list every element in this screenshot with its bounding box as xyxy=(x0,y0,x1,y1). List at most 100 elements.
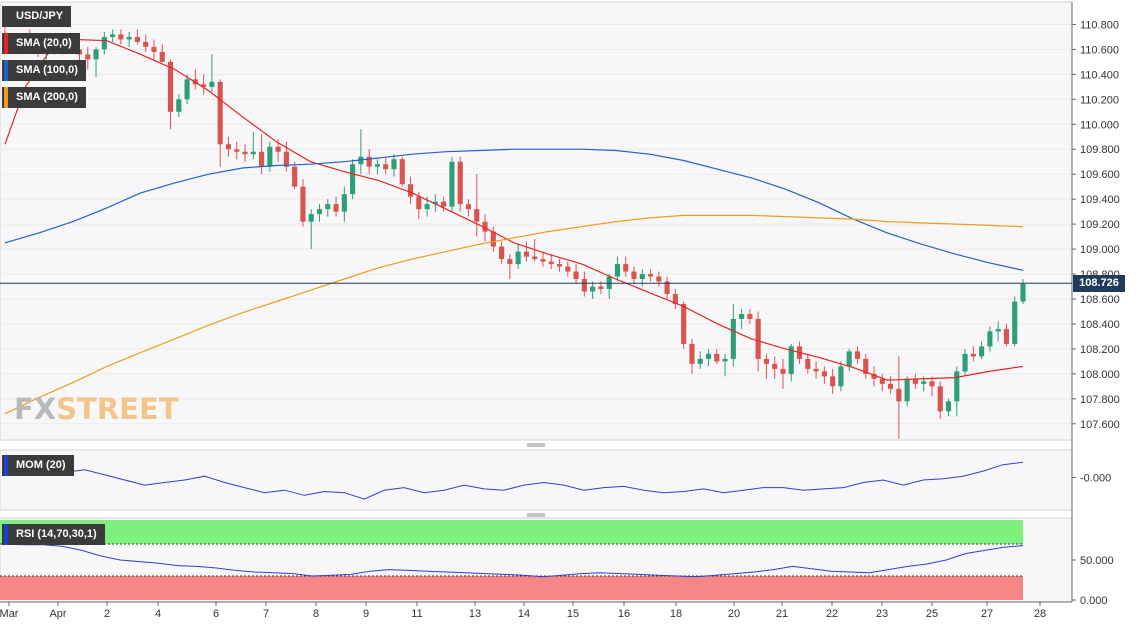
candle-body xyxy=(830,376,836,387)
legend-sma-20[interactable]: SMA (20,0) xyxy=(2,33,80,54)
candle-body xyxy=(341,194,347,212)
candle-body xyxy=(507,259,513,265)
candle-body xyxy=(573,271,579,280)
rsi-overbought-zone xyxy=(0,520,1023,544)
legend-usdjpy[interactable]: USD/JPY xyxy=(2,6,72,27)
candle-body xyxy=(250,151,256,155)
y-tick-label: 109.800 xyxy=(1080,144,1120,156)
current-price-tag: 108.726 xyxy=(1073,275,1125,292)
candle-body xyxy=(565,266,571,272)
y-tick-label: 109.000 xyxy=(1080,244,1120,256)
legend-label: SMA (200,0) xyxy=(16,91,78,103)
candle-body xyxy=(283,151,289,167)
candle-body xyxy=(416,196,422,210)
candle-body xyxy=(391,159,397,170)
watermark-street: STREET xyxy=(56,392,179,426)
candle-body xyxy=(126,36,132,40)
legend-label: SMA (100,0) xyxy=(16,64,78,76)
x-tick-label: 8 xyxy=(313,608,319,620)
legend-swatch xyxy=(4,33,8,54)
candle-body xyxy=(614,264,621,277)
x-tick-label: 22 xyxy=(826,608,838,620)
legend-label: MOM (20) xyxy=(16,459,66,471)
momentum-tick-label: -0.000 xyxy=(1080,472,1111,484)
candle-body xyxy=(134,36,140,42)
candle-body xyxy=(118,34,124,40)
candle-body xyxy=(821,371,827,377)
candle-body xyxy=(772,363,778,369)
y-tick-label: 109.600 xyxy=(1080,169,1120,181)
candle-body xyxy=(441,201,447,207)
candle-body xyxy=(921,381,927,384)
legend-label: SMA (20,0) xyxy=(16,37,72,49)
candle-body xyxy=(234,149,240,152)
x-tick-label: 25 xyxy=(926,608,938,620)
legend-rsi[interactable]: RSI (14,70,30,1) xyxy=(2,524,105,545)
legend-sma-200[interactable]: SMA (200,0) xyxy=(2,87,86,108)
candle-body xyxy=(350,164,356,195)
candle-body xyxy=(689,343,695,364)
candle-body xyxy=(259,151,265,167)
candle-body xyxy=(912,378,918,384)
legend-sma-100[interactable]: SMA (100,0) xyxy=(2,60,86,81)
x-tick-label: 16 xyxy=(618,608,630,620)
x-tick-label: 15 xyxy=(567,608,579,620)
y-tick-label: 108.400 xyxy=(1080,319,1120,331)
candle-body xyxy=(101,36,107,50)
candle-body xyxy=(664,281,670,294)
candle-body xyxy=(548,261,554,265)
candle-body xyxy=(242,151,248,155)
x-tick-label: 18 xyxy=(670,608,682,620)
momentum-panel xyxy=(0,449,1073,511)
legend-momentum[interactable]: MOM (20) xyxy=(2,455,74,476)
y-tick-label: 107.600 xyxy=(1080,419,1120,431)
momentum-line xyxy=(4,456,1024,500)
price-panel xyxy=(0,1,1073,441)
rsi-tick-label: 50.000 xyxy=(1080,555,1114,567)
x-tick-label: 14 xyxy=(518,608,530,620)
y-tick-label: 110.600 xyxy=(1080,44,1119,56)
candle-body xyxy=(854,351,861,359)
candle-body xyxy=(457,161,463,205)
candle-body xyxy=(556,264,563,267)
y-tick-label: 108.200 xyxy=(1080,344,1120,356)
candle-body xyxy=(813,368,819,372)
legend-swatch xyxy=(4,87,8,108)
candle-body xyxy=(780,368,786,374)
candle-body xyxy=(143,41,149,47)
y-tick-label: 108.000 xyxy=(1080,369,1120,381)
watermark-fx: FX xyxy=(14,392,57,426)
y-tick-label: 109.200 xyxy=(1080,219,1120,231)
candle-body xyxy=(954,371,960,402)
candle-body xyxy=(631,271,637,280)
candle-body xyxy=(159,51,165,62)
candle-body xyxy=(366,156,372,167)
y-tick-label: 110.000 xyxy=(1080,119,1119,131)
candle-body xyxy=(540,259,546,262)
candle-body xyxy=(407,184,414,197)
candle-body xyxy=(176,99,182,112)
sma-line xyxy=(4,214,1024,415)
candle-body xyxy=(838,366,844,387)
x-tick-label: 6 xyxy=(213,608,219,620)
candle-body xyxy=(300,186,306,222)
rsi-tick-label: 0.000 xyxy=(1080,595,1108,607)
candle-body xyxy=(962,353,968,372)
candle-body xyxy=(623,264,629,272)
candle-body xyxy=(581,279,587,292)
candle-body xyxy=(747,313,753,319)
legend-label: USD/JPY xyxy=(16,10,64,22)
candle-body xyxy=(424,204,430,210)
x-tick-label: 9 xyxy=(363,608,369,620)
candle-body xyxy=(896,388,902,402)
candle-body xyxy=(217,81,223,145)
candle-body xyxy=(85,54,91,60)
legend-swatch xyxy=(4,6,8,27)
candle-body xyxy=(325,204,331,210)
y-tick-label: 110.800 xyxy=(1080,19,1119,31)
candle-body xyxy=(316,209,323,215)
candle-body xyxy=(110,34,116,37)
candle-body xyxy=(755,318,761,359)
candle-body xyxy=(739,313,745,319)
candle-body xyxy=(201,84,207,87)
